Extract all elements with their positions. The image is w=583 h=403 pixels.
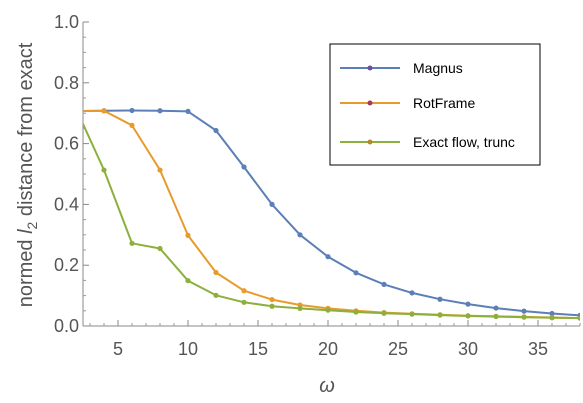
series-2: [73, 106, 580, 321]
data-point: [353, 309, 359, 315]
legend: Magnus RotFrame Exact flow, trunc: [329, 43, 541, 166]
data-point: [185, 232, 191, 239]
y-axis-title-part-1: normed: [15, 234, 37, 307]
data-point: [437, 312, 443, 318]
y-axis-title-part-2: distance from exact: [15, 42, 37, 221]
y-axis-title-subscript: 2: [24, 221, 40, 229]
data-point: [465, 313, 471, 319]
legend-item-magnus: Magnus: [340, 60, 463, 76]
legend-item-exact-flow: Exact flow, trunc: [340, 134, 515, 150]
legend-marker-magnus: [367, 65, 373, 71]
legend-box: [329, 43, 541, 166]
y-tick-label: 0.8: [54, 73, 79, 93]
x-ticks: 5 10 15 20 25 30 35: [89, 320, 581, 359]
data-point: [549, 310, 555, 317]
legend-item-rotframe: RotFrame: [340, 95, 475, 111]
y-tick-label: 0.2: [54, 255, 79, 275]
x-tick-label: 30: [458, 339, 478, 359]
data-point: [325, 254, 331, 260]
data-point: [409, 290, 415, 296]
data-point: [73, 106, 78, 111]
data-point: [269, 296, 275, 303]
data-point: [101, 108, 107, 114]
data-point: [73, 108, 78, 113]
y-axis-title-var: l: [15, 229, 37, 234]
data-point: [521, 314, 527, 320]
data-point: [157, 245, 163, 252]
data-point: [241, 164, 247, 170]
data-point: [213, 269, 219, 276]
legend-marker-rotframe: [367, 100, 373, 106]
series-0: [73, 107, 580, 318]
data-point: [353, 270, 359, 276]
data-point: [381, 310, 387, 316]
y-tick-label: 0.4: [54, 194, 79, 214]
data-point: [213, 292, 219, 298]
data-point: [269, 201, 275, 207]
data-point: [465, 301, 471, 307]
legend-label-magnus: Magnus: [413, 60, 463, 76]
x-tick-label: 25: [388, 339, 408, 359]
y-tick-label: 1.0: [54, 12, 79, 32]
data-point: [297, 232, 303, 238]
data-point: [157, 167, 163, 173]
legend-marker-exact-flow: [367, 139, 373, 145]
data-point: [213, 127, 219, 134]
data-point: [493, 305, 499, 311]
data-point: [493, 313, 499, 320]
legend-label-rotframe: RotFrame: [413, 95, 475, 111]
data-point: [185, 278, 191, 284]
data-point: [577, 315, 580, 321]
data-point: [73, 108, 78, 113]
x-tick-label: 15: [248, 339, 268, 359]
x-tick-label: 35: [528, 339, 548, 359]
data-point: [129, 122, 135, 128]
data-point: [549, 315, 555, 321]
data-point: [521, 308, 527, 314]
data-point: [269, 303, 275, 309]
data-point: [101, 167, 107, 173]
data-point: [129, 107, 135, 114]
y-axis-title: normed l2 distance from exact: [15, 42, 40, 307]
data-point: [157, 108, 163, 114]
data-point: [297, 305, 303, 311]
x-axis-title: ω: [319, 375, 335, 397]
y-ticks: 0.0 0.2 0.4 0.6 0.8 1.0: [54, 12, 89, 336]
data-point: [241, 288, 247, 294]
y-tick-label: 0.0: [54, 316, 79, 336]
data-point: [381, 281, 387, 287]
data-point: [437, 296, 443, 302]
legend-label-exact-flow: Exact flow, trunc: [413, 134, 515, 150]
series-layer: [73, 106, 580, 321]
data-point: [185, 108, 191, 114]
x-tick-label: 20: [318, 339, 338, 359]
data-point: [241, 299, 247, 305]
data-point: [129, 240, 135, 246]
data-point: [409, 311, 415, 317]
x-tick-label: 10: [178, 339, 198, 359]
data-point: [325, 307, 331, 313]
x-tick-label: 5: [113, 339, 123, 359]
y-tick-label: 0.6: [54, 134, 79, 154]
